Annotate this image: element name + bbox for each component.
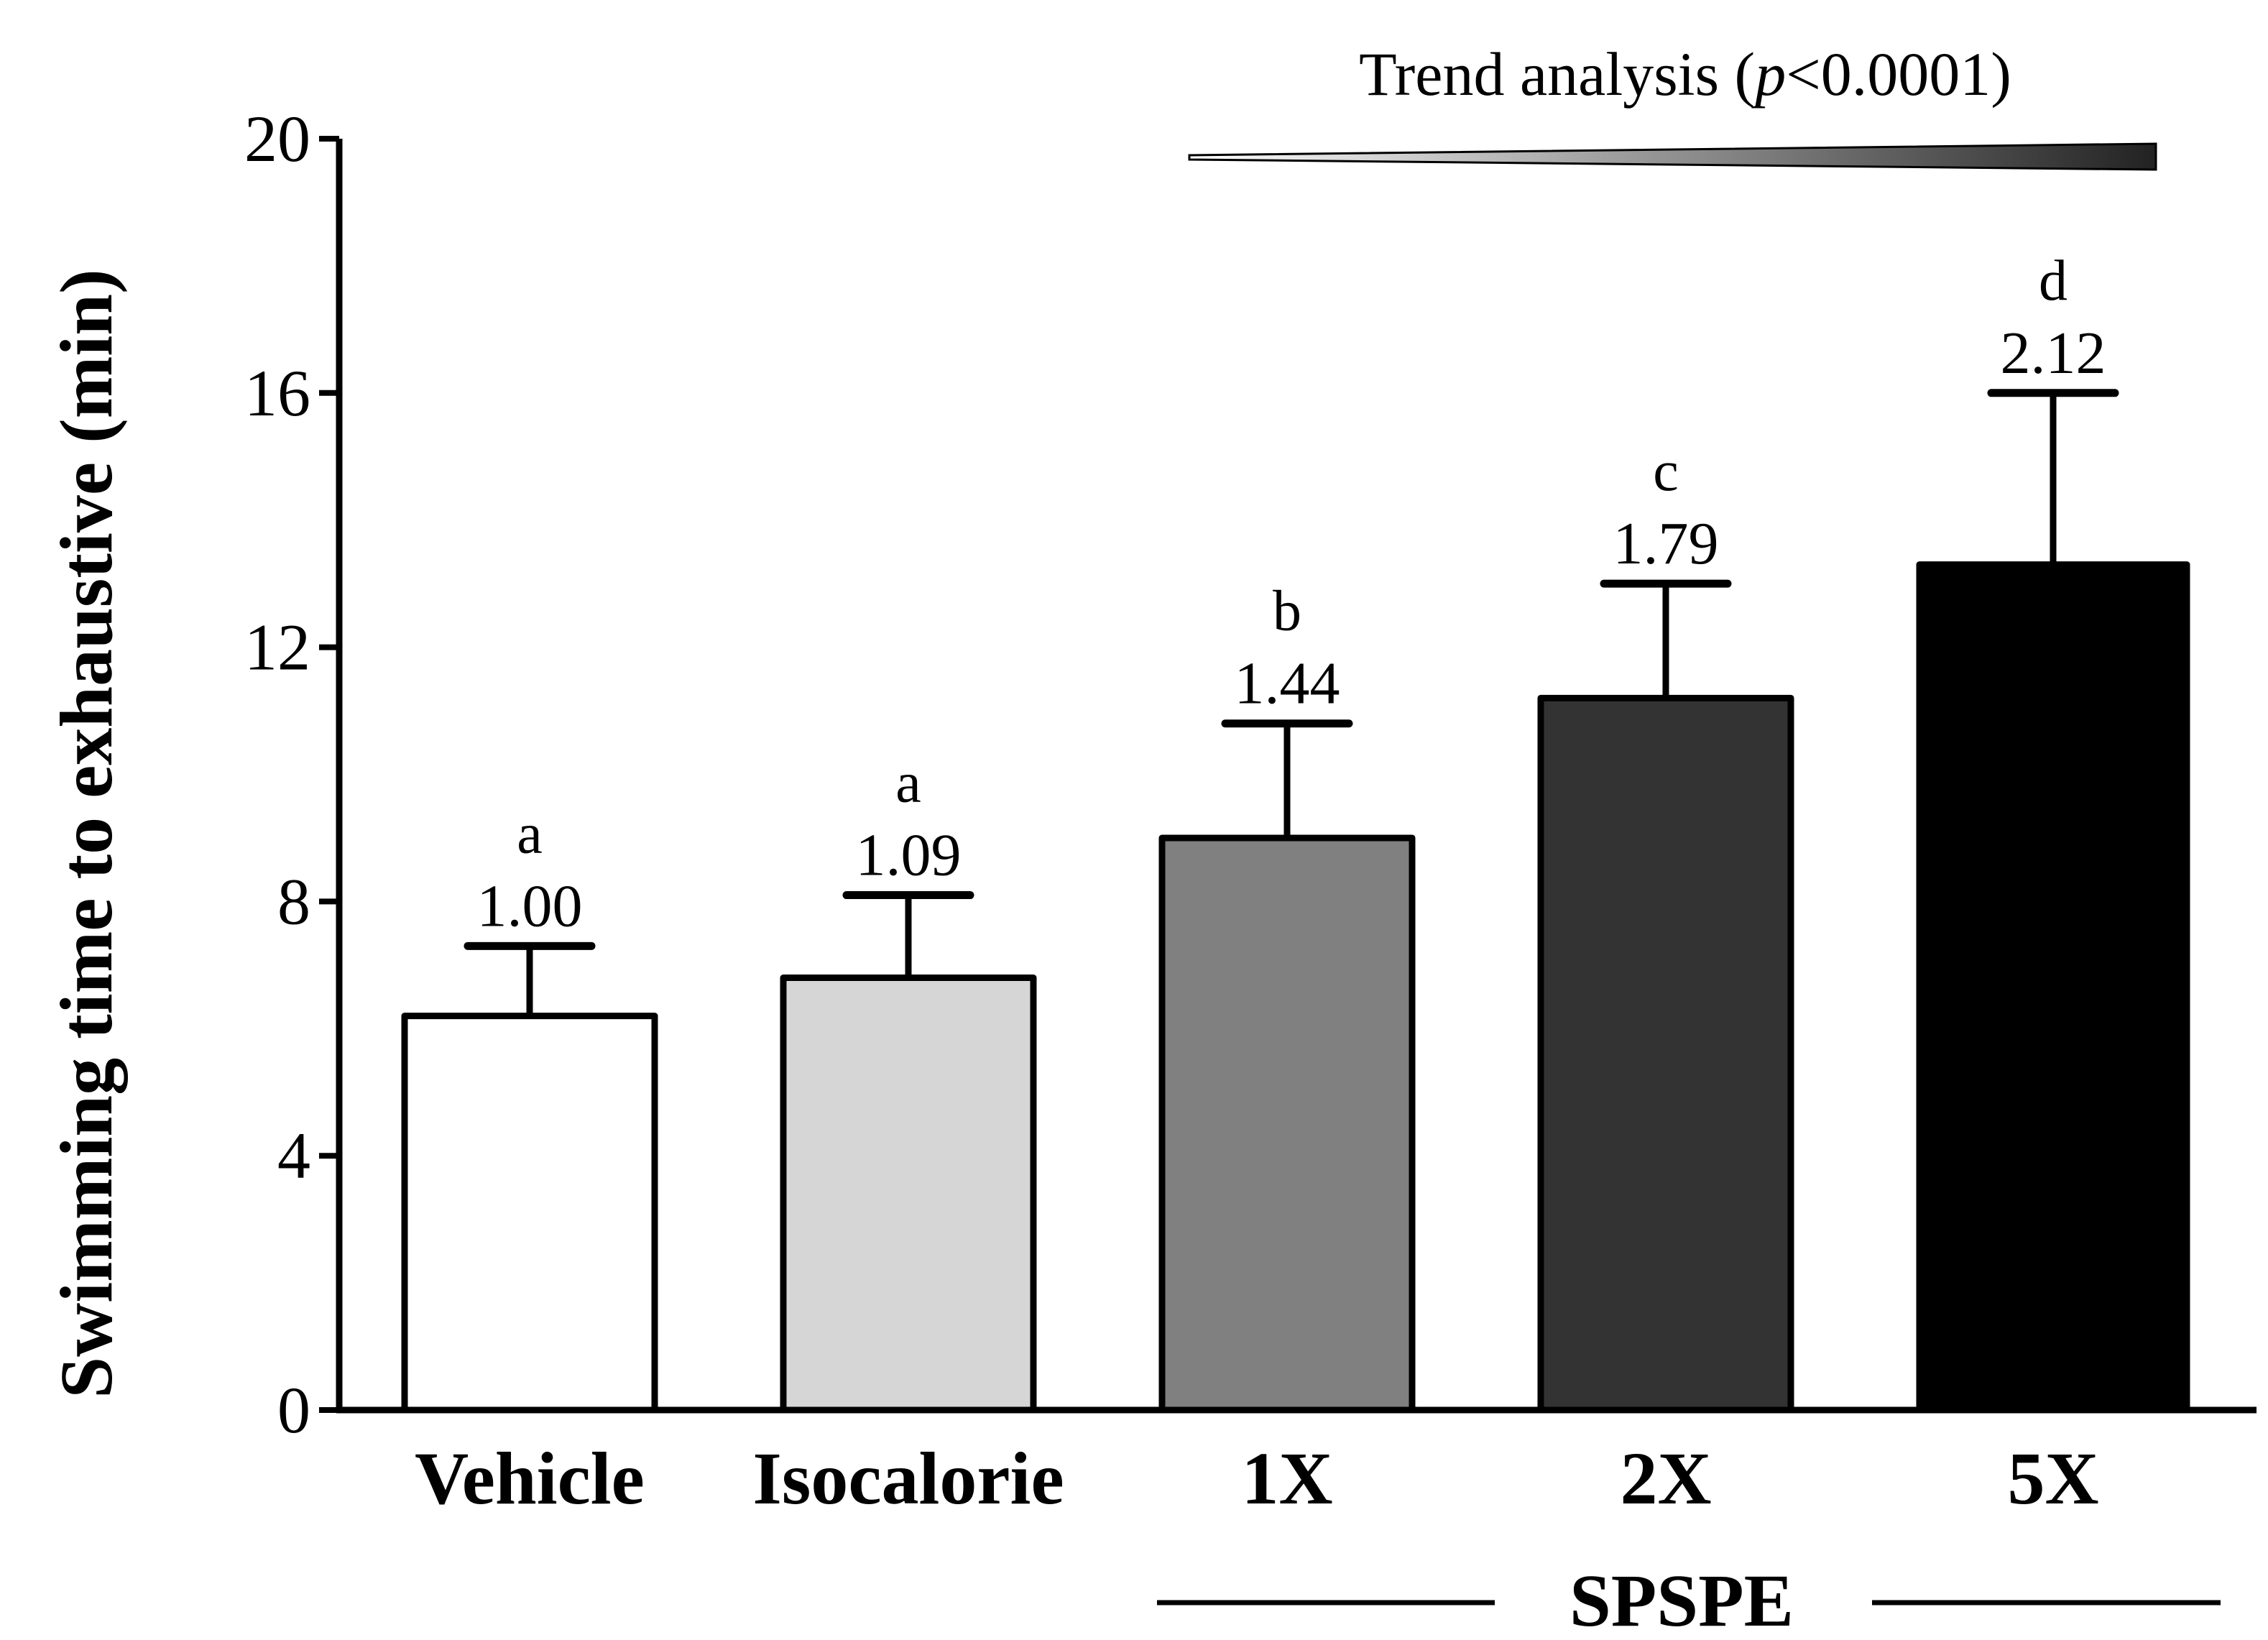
ratio-label: 1.44	[1235, 650, 1340, 717]
group-label: SPSPE	[1569, 1560, 1794, 1640]
bar	[1158, 834, 1416, 1414]
ratio-label: 1.00	[477, 872, 583, 939]
bar	[780, 975, 1037, 1414]
bars	[401, 389, 2190, 1414]
trend-wedge	[1188, 142, 2157, 171]
labels: 1.00 a Vehicle 1.09 a Isocalorie 1.44 b 1X 1.79 c 2…	[415, 249, 2106, 1520]
category-label: 1X	[1241, 1437, 1332, 1520]
bar	[401, 1013, 658, 1414]
ratio-label: 2.12	[2001, 320, 2106, 387]
y-tick-label: 16	[244, 356, 310, 430]
bar	[1916, 561, 2190, 1414]
y-axis-title: Swimming time to exhaustive (min)	[45, 269, 128, 1398]
y-tick-label: 20	[244, 102, 310, 175]
significance-letter: a	[517, 802, 543, 865]
trend-prefix: Trend analysis (	[1359, 40, 1755, 109]
trend-p-symbol: p	[1751, 40, 1786, 109]
category-label: 2X	[1620, 1437, 1711, 1520]
significance-letter: a	[895, 752, 921, 815]
trend-suffix: <0.0001)	[1786, 40, 2011, 109]
y-tick-label: 4	[277, 1119, 310, 1192]
significance-letter: d	[2039, 249, 2068, 313]
significance-letter: b	[1273, 580, 1301, 643]
y-tick-label: 12	[244, 611, 310, 684]
category-label: 5X	[2007, 1437, 2098, 1520]
ratio-label: 1.79	[1613, 510, 1719, 577]
ratio-label: 1.09	[856, 822, 962, 889]
category-label: Isocalorie	[752, 1437, 1064, 1520]
significance-letter: c	[1653, 440, 1679, 503]
category-label: Vehicle	[415, 1437, 645, 1520]
bar	[1537, 694, 1794, 1414]
y-tick-label: 0	[277, 1373, 310, 1447]
trend-analysis-label: Trend analysis (p<0.0001)	[1359, 40, 2011, 109]
y-tick-label: 8	[277, 865, 310, 938]
